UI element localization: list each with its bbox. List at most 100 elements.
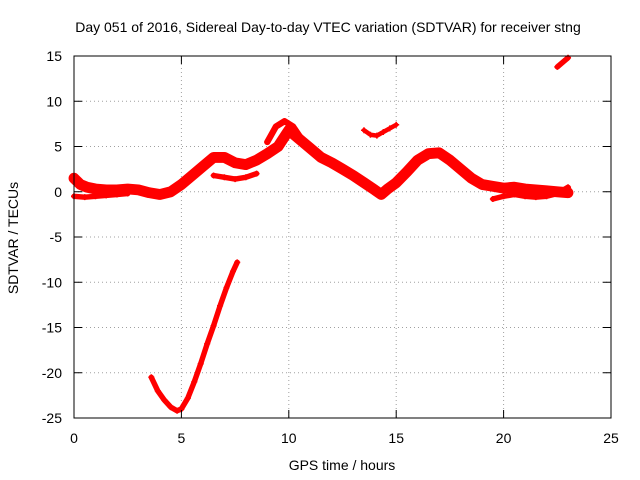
x-tick-label: 15	[388, 430, 404, 446]
data-point	[350, 172, 357, 179]
data-point	[543, 193, 550, 200]
data-point	[204, 340, 211, 347]
x-tick-label: 0	[70, 430, 78, 446]
data-point	[511, 184, 518, 191]
data-point	[210, 322, 217, 329]
grid	[74, 56, 611, 418]
data-point	[386, 125, 393, 132]
data-point	[156, 191, 163, 198]
data-point	[281, 118, 288, 125]
series-dip	[148, 259, 241, 414]
data-point	[242, 161, 249, 168]
x-axis-label: GPS time / hours	[289, 457, 396, 473]
data-point	[148, 374, 155, 381]
chart-title: Day 051 of 2016, Sidereal Day-to-day VTE…	[75, 19, 581, 35]
y-tick-label: 5	[54, 139, 62, 155]
data-point	[384, 186, 391, 193]
data-point	[221, 154, 228, 161]
data-point	[124, 190, 131, 197]
series-line	[554, 55, 571, 70]
data-point	[197, 360, 204, 367]
data-point	[285, 127, 292, 134]
data-point	[217, 302, 224, 309]
data-point	[425, 150, 432, 157]
y-tick-label: -5	[50, 229, 63, 245]
data-point	[135, 186, 142, 193]
data-point	[113, 191, 120, 198]
data-point	[554, 63, 561, 70]
data-point	[468, 175, 475, 182]
series-main-band	[68, 124, 574, 200]
data-point	[290, 123, 297, 130]
data-point	[234, 259, 241, 266]
data-point	[500, 185, 507, 192]
data-point	[393, 179, 400, 186]
data-point	[174, 407, 181, 414]
y-tick-label: -20	[42, 365, 62, 381]
series-tail	[554, 54, 572, 70]
series-upper-arc	[264, 118, 314, 155]
data-point	[210, 154, 217, 161]
data-point	[92, 186, 99, 193]
data-point	[77, 181, 84, 188]
data-point	[565, 184, 572, 191]
data-point	[373, 132, 380, 139]
data-point	[403, 168, 410, 175]
series-line	[264, 118, 314, 155]
data-point	[275, 143, 282, 150]
data-point	[253, 170, 260, 177]
data-point	[328, 159, 335, 166]
y-tick-label: 10	[46, 93, 62, 109]
y-tick-label: -15	[42, 320, 62, 336]
data-point	[229, 268, 236, 275]
data-point	[532, 186, 539, 193]
series-late-branch	[489, 184, 572, 202]
series-line	[148, 259, 240, 414]
data-point	[560, 58, 567, 65]
data-point	[543, 187, 550, 194]
data-point	[360, 179, 367, 186]
data-point	[264, 150, 271, 157]
x-tick-label: 5	[178, 430, 186, 446]
data-point	[167, 188, 174, 195]
data-point	[298, 136, 305, 143]
data-point	[414, 157, 421, 164]
data-point	[378, 191, 385, 198]
series-hump	[360, 121, 400, 139]
series-lower-branch	[210, 170, 260, 183]
data-point	[191, 378, 198, 385]
data-point	[371, 186, 378, 193]
y-tick-label: -10	[42, 274, 62, 290]
data-point	[272, 123, 279, 130]
data-point	[318, 154, 325, 161]
data-point	[489, 183, 496, 190]
data-point	[146, 189, 153, 196]
y-tick-label: 15	[46, 48, 62, 64]
plot-series	[68, 54, 574, 414]
data-point	[511, 191, 518, 198]
data-point	[380, 129, 387, 136]
data-point	[223, 284, 230, 291]
data-point	[360, 127, 367, 134]
data-point	[161, 396, 168, 403]
data-point	[500, 193, 507, 200]
data-point	[154, 387, 161, 394]
data-point	[253, 157, 260, 164]
data-point	[307, 148, 314, 155]
x-tick-label: 10	[281, 430, 297, 446]
data-point	[189, 172, 196, 179]
data-point	[103, 192, 110, 199]
data-point	[221, 174, 228, 181]
data-point	[178, 181, 185, 188]
data-point	[532, 194, 539, 201]
data-point	[81, 194, 88, 201]
data-point	[232, 159, 239, 166]
data-point	[184, 395, 191, 402]
y-tick-label: 0	[54, 184, 62, 200]
data-point	[489, 195, 496, 202]
data-point	[92, 193, 99, 200]
data-point	[565, 189, 572, 196]
data-point	[232, 176, 239, 183]
data-point	[210, 172, 217, 179]
